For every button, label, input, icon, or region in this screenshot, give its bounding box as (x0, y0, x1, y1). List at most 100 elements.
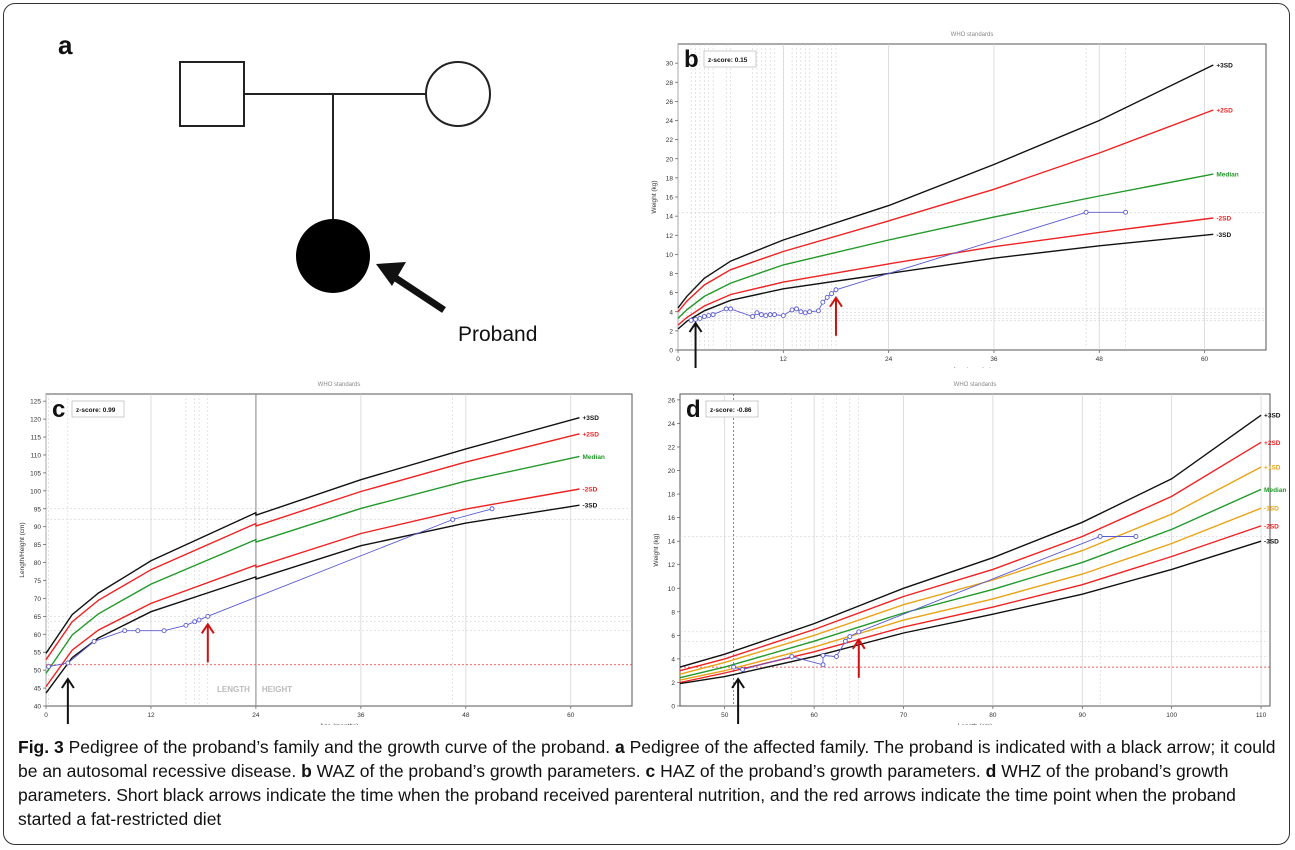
father-square (179, 61, 245, 127)
figure-caption: Fig. 3 Pedigree of the proband’s family … (18, 735, 1280, 831)
section-label-height: HEIGHT (262, 685, 292, 694)
patient-point (1083, 209, 1089, 215)
patient-point (1123, 209, 1129, 215)
y-tick-label: 2 (669, 328, 673, 335)
fat-restricted-diet-arrowhead (851, 638, 866, 650)
patient-point (820, 652, 826, 658)
patient-point (820, 662, 826, 668)
x-tick-label: 60 (1201, 356, 1209, 363)
caption-letter-a: a (615, 737, 625, 757)
proband-label: Proband (458, 323, 537, 346)
patient-point (1097, 534, 1103, 539)
y-tick-label: 70 (34, 596, 42, 603)
y-tick-label: 18 (666, 175, 674, 182)
panel-letter-b: b (684, 46, 699, 73)
curve-minus3sd (679, 540, 1262, 685)
x-tick-label: 70 (900, 712, 908, 719)
y-tick-label: 20 (666, 156, 674, 163)
patient-point (772, 312, 777, 318)
x-tick-label: 60 (810, 712, 818, 719)
patient-point (829, 291, 835, 297)
y-tick-label: 50 (34, 668, 42, 675)
curve-label-plus3sd: +3SD (583, 415, 600, 422)
y-tick-label: 100 (30, 488, 41, 495)
y-tick-label: 45 (34, 686, 42, 693)
y-tick-label: 16 (666, 195, 674, 202)
y-tick-label: 18 (668, 492, 676, 499)
y-tick-label: 120 (30, 417, 41, 424)
patient-point (91, 638, 97, 644)
proband-arrow (376, 262, 446, 313)
x-tick-label: 100 (1166, 712, 1177, 719)
patient-point (697, 315, 703, 321)
fat-restricted-diet-arrowhead (200, 622, 215, 634)
panel-letter-a: a (58, 30, 73, 60)
patient-point (701, 314, 707, 319)
zscore-box (71, 400, 125, 418)
y-tick-label: 24 (666, 118, 674, 125)
patient-point (65, 660, 71, 666)
y-axis-label: Weight (kg) (653, 533, 660, 566)
caption-letter-b: b (301, 761, 312, 781)
caption-label: Fig. 3 (18, 737, 64, 757)
y-tick-label: 8 (671, 609, 675, 616)
x-tick-label: 48 (1096, 356, 1104, 363)
patient-point (798, 309, 804, 315)
panel-letter-d: d (686, 396, 701, 423)
curve-label-minus3sd: -3SD (583, 503, 598, 510)
curve-label-minus1sd: -1SD (1264, 506, 1279, 513)
x-tick-label: 60 (567, 712, 575, 719)
x-tick-label: 0 (676, 356, 680, 363)
patient-point (789, 307, 795, 313)
curve-label-median: Median (583, 454, 605, 461)
x-tick-label: 48 (462, 712, 470, 719)
x-tick-label: 24 (885, 356, 893, 363)
y-tick-label: 10 (666, 252, 674, 259)
curve-plus3sd (679, 414, 1262, 668)
plot-area (45, 393, 633, 707)
y-tick-label: 85 (34, 542, 42, 549)
y-tick-label: 2 (671, 680, 675, 687)
curve-label-minus3sd: -3SD (1216, 232, 1231, 239)
curve-label-minus2sd: -2SD (583, 487, 598, 494)
curve-minus3sd (45, 504, 580, 694)
curve-minus2sd (677, 217, 1214, 326)
y-tick-label: 105 (30, 470, 41, 477)
curve-label-plus3sd: +3SD (1264, 413, 1281, 420)
patient-point (710, 312, 716, 318)
patient-point (833, 287, 839, 293)
mother-circle (425, 61, 491, 127)
patient-line (48, 508, 493, 668)
patient-point (754, 310, 760, 316)
caption-letter-c: c (645, 761, 656, 781)
plot-area (677, 43, 1267, 351)
curve-label-median: Median (1264, 487, 1286, 494)
patient-point (750, 314, 756, 319)
y-tick-label: 12 (666, 233, 674, 240)
chart-title: WHO standards (954, 382, 997, 388)
y-tick-label: 40 (34, 704, 42, 711)
y-tick-label: 22 (666, 137, 674, 144)
caption-part-a: Pedigree of the affected family. The pro… (18, 737, 1276, 781)
fat-restricted-diet-arrowhead (829, 295, 843, 308)
curve-label-plus2sd: +2SD (583, 431, 600, 438)
y-tick-label: 80 (34, 560, 42, 567)
y-tick-label: 4 (669, 309, 673, 316)
patient-point (731, 664, 737, 670)
curve-minus2sd (45, 488, 580, 688)
patient-point (794, 306, 799, 312)
y-tick-label: 10 (668, 586, 676, 593)
patient-point (161, 628, 167, 634)
patient-point (46, 664, 52, 670)
y-tick-label: 14 (666, 214, 674, 221)
patient-point (833, 654, 839, 660)
x-tick-label: 110 (1256, 712, 1267, 719)
y-tick-label: 0 (671, 704, 675, 711)
x-tick-label: 12 (780, 356, 788, 363)
curve-median (679, 488, 1262, 679)
curve-label-minus3sd: -3SD (1264, 539, 1279, 546)
x-axis-label: Age (months) (952, 367, 991, 368)
x-tick-label: 36 (357, 712, 365, 719)
